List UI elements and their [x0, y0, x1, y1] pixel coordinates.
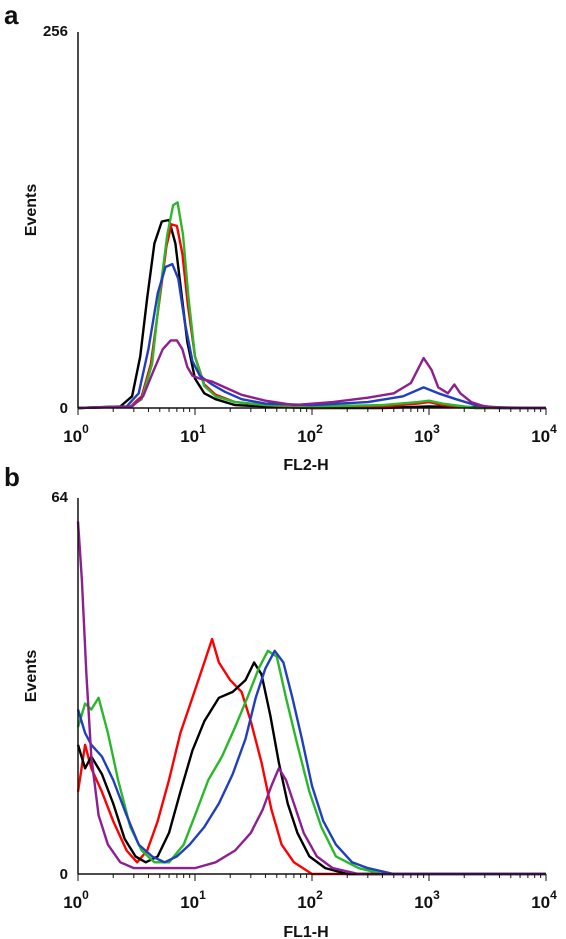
histogram-series-5 [76, 521, 546, 876]
x-tick-label: 100 [63, 422, 89, 446]
y-tick-label-min: 0 [60, 866, 68, 883]
y-tick-label-max: 64 [51, 489, 68, 506]
panel-a-letter: a [4, 0, 19, 30]
x-tick-label: 103 [414, 422, 440, 446]
y-axis-label: Events [23, 650, 40, 703]
x-axis-label: FL1-H [283, 924, 328, 939]
x-tick-label: 103 [414, 888, 440, 912]
y-tick-label-min: 0 [60, 400, 68, 417]
x-tick-label: 104 [531, 888, 557, 912]
x-tick-label: 102 [297, 422, 323, 446]
x-tick-label: 101 [180, 888, 206, 912]
histogram-series-3 [76, 649, 546, 876]
panel-b-letter: b [4, 462, 20, 492]
histogram-series-1 [76, 637, 546, 876]
x-tick-label: 101 [180, 422, 206, 446]
y-axis-label: Events [23, 184, 40, 237]
histogram-series-4 [76, 649, 546, 876]
panel-b: 100 101 102 103 104 0 64 FL1-H Events [23, 489, 557, 939]
x-tick-label: 102 [297, 888, 323, 912]
x-axis-label: FL2-H [283, 457, 328, 474]
x-tick-label: 104 [531, 422, 557, 446]
y-tick-label-max: 256 [43, 23, 68, 40]
histogram-series-4 [77, 262, 546, 410]
histogram-series-5 [77, 339, 546, 410]
x-tick-label: 100 [63, 888, 89, 912]
panel-a: 100 101 102 103 104 0 256 FL2-H Events [23, 23, 557, 474]
histogram-series-2 [76, 661, 546, 876]
histogram-series-3 [77, 201, 546, 410]
